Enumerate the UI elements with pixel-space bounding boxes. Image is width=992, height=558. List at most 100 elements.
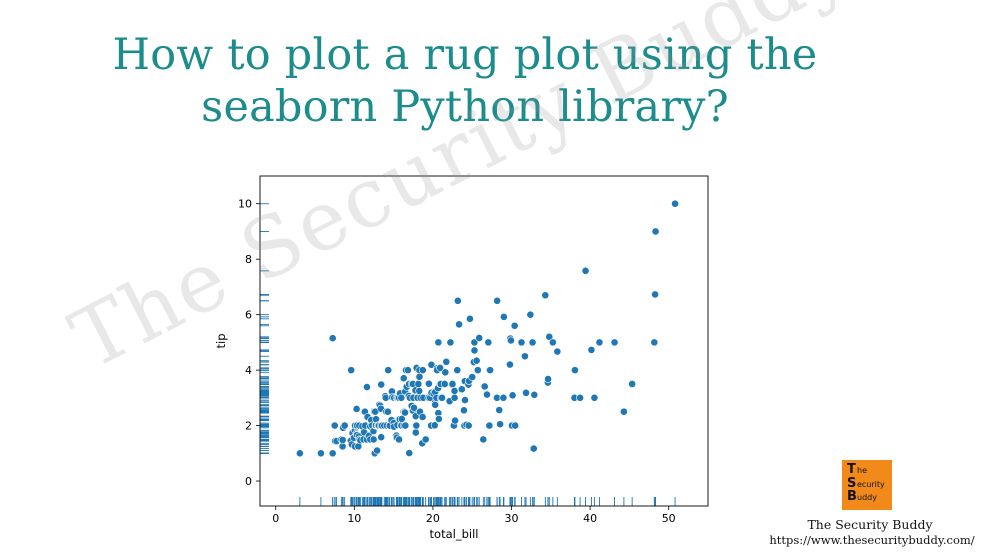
data-point	[587, 345, 596, 354]
data-point	[499, 393, 508, 402]
y-tick-label: 4	[245, 364, 252, 377]
data-point	[595, 338, 604, 347]
data-point	[628, 380, 637, 388]
data-point	[442, 357, 451, 366]
data-point	[529, 444, 538, 453]
data-point	[328, 334, 337, 343]
data-point	[295, 449, 304, 458]
data-point	[650, 338, 659, 347]
data-point	[441, 368, 450, 377]
data-point	[369, 435, 378, 444]
scatter-points-layer	[295, 199, 679, 458]
data-point	[576, 393, 585, 402]
data-point	[517, 338, 526, 347]
data-point	[499, 312, 508, 321]
data-point	[384, 366, 393, 375]
data-point	[571, 366, 579, 375]
data-point	[328, 449, 337, 458]
data-point	[412, 421, 421, 430]
data-point	[620, 407, 628, 416]
data-point	[404, 366, 412, 375]
data-point	[414, 380, 423, 388]
data-point	[522, 388, 530, 397]
y-tick-label: 0	[245, 475, 252, 488]
y-rug-layer	[260, 203, 269, 454]
data-point	[590, 393, 599, 402]
y-tick-label: 2	[245, 420, 252, 433]
data-point	[610, 338, 619, 347]
data-point	[450, 387, 459, 395]
data-point	[397, 415, 406, 423]
data-point	[415, 372, 424, 381]
data-point	[377, 433, 386, 442]
rug-plot-chart: 0 10 20 30 40 50 0 2 4 6 8 10 total_bill tip	[210, 168, 720, 552]
data-point	[511, 421, 520, 430]
data-point	[485, 421, 494, 430]
data-point	[438, 393, 446, 402]
data-point	[397, 393, 406, 402]
data-point	[410, 403, 418, 412]
data-point	[493, 393, 501, 402]
data-point	[468, 373, 477, 381]
data-point	[415, 387, 424, 395]
data-point	[457, 385, 466, 394]
data-point	[521, 352, 529, 361]
data-point	[455, 320, 463, 329]
headline-line-2: seaborn Python library?	[201, 81, 729, 132]
data-point	[484, 338, 493, 347]
brand-url-link[interactable]: https://www.thesecuritybuddy.com/	[769, 533, 975, 547]
y-axis-ticks: 0 2 4 6 8 10	[238, 198, 260, 488]
plot-frame	[259, 175, 709, 507]
x-tick-label: 0	[272, 512, 279, 525]
data-point	[541, 291, 550, 300]
data-point	[421, 435, 430, 444]
data-point	[473, 366, 482, 375]
data-point	[395, 435, 403, 444]
y-tick-label: 10	[238, 198, 252, 211]
data-point	[651, 290, 660, 299]
data-point	[460, 406, 468, 415]
data-point	[461, 396, 469, 404]
chart-canvas: 0 10 20 30 40 50 0 2 4 6 8 10 total_bill tip	[214, 175, 709, 541]
data-point	[450, 393, 459, 402]
logo-row-the: T he	[847, 462, 867, 477]
data-point	[411, 428, 420, 437]
data-point	[453, 366, 462, 375]
headline-line-1: How to plot a rug plot using the	[112, 30, 818, 80]
data-point	[496, 420, 505, 429]
page-headline: How to plot a rug plot using the seaborn…	[40, 30, 890, 133]
y-tick-label: 6	[245, 309, 252, 322]
data-point	[347, 366, 356, 375]
data-point	[466, 314, 474, 323]
x-axis-label: total_bill	[430, 527, 479, 541]
data-point	[464, 421, 473, 430]
data-point	[434, 338, 443, 347]
data-point	[317, 449, 325, 458]
data-point	[493, 296, 502, 305]
x-axis-ticks: 0 10 20 30 40 50	[272, 506, 676, 525]
data-point	[431, 400, 440, 409]
y-axis-label: tip	[214, 333, 228, 348]
data-point	[425, 379, 433, 388]
y-tick-label: 8	[245, 253, 252, 266]
data-point	[470, 338, 479, 347]
data-point	[510, 321, 519, 330]
data-point	[436, 363, 445, 372]
data-point	[430, 421, 439, 430]
data-point	[418, 413, 427, 421]
data-point	[479, 435, 488, 444]
x-tick-label: 20	[426, 512, 440, 525]
data-point	[453, 296, 462, 305]
brand-logo: T he S ecurity B uddy	[842, 460, 892, 510]
data-point	[495, 406, 504, 414]
data-point	[526, 310, 535, 319]
logo-row-buddy: B uddy	[847, 489, 877, 505]
data-point	[528, 338, 537, 347]
data-point	[472, 356, 481, 365]
data-point	[401, 421, 410, 430]
data-point	[377, 380, 386, 389]
data-point	[506, 360, 514, 369]
data-point	[483, 390, 491, 399]
data-point	[530, 390, 539, 399]
x-tick-label: 30	[505, 512, 519, 525]
